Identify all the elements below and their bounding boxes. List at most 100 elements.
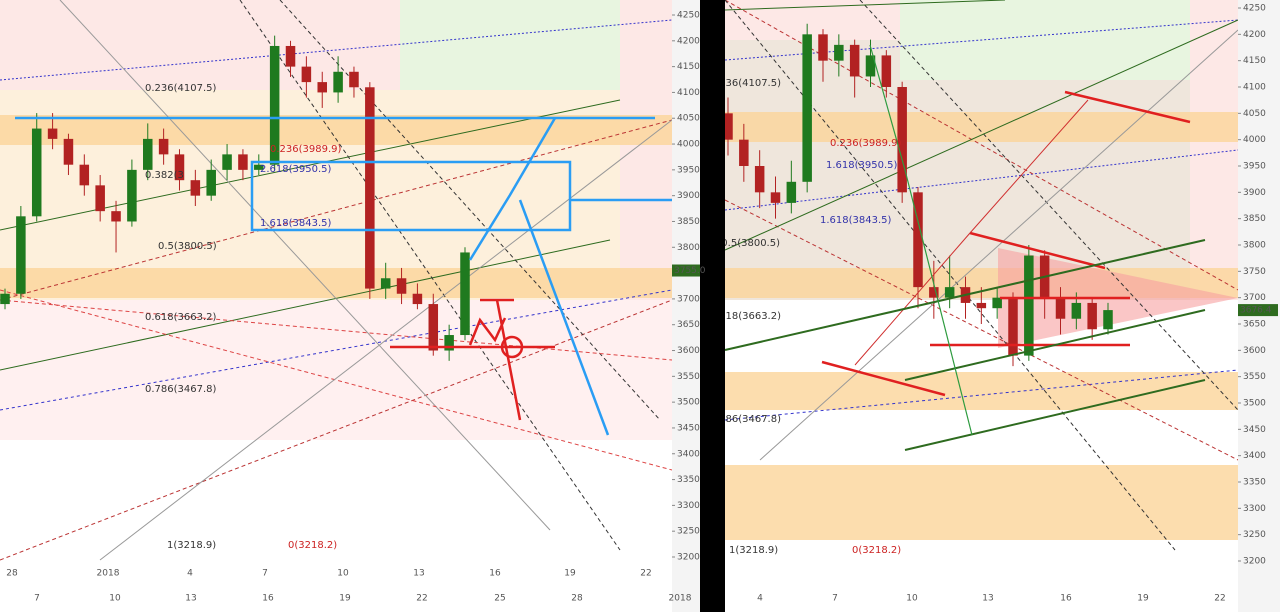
candle-body (47, 128, 58, 139)
y-tick-label: 3300 (1243, 504, 1266, 514)
date-label: 16 (1060, 594, 1072, 604)
y-tick-label: 4250 (1243, 4, 1266, 14)
trend-line (724, 199, 1239, 461)
level-label: 0.236(4107.5) (145, 83, 217, 94)
candle-body (725, 113, 733, 140)
date-label: 7 (34, 594, 40, 604)
y-tick-label: 4100 (677, 88, 700, 98)
level-label: 0.236(4107.5) (710, 78, 782, 89)
candle-body (881, 55, 892, 87)
y-tick-label: 3350 (677, 475, 700, 485)
axes: 3200 3250 3300 3350 3400 3450 3500 3550 3600 3650… (6, 4, 1278, 604)
candle-body (754, 166, 765, 193)
candle-body (79, 164, 90, 186)
candle-body (460, 252, 470, 336)
y-tick-label: 3600 (677, 346, 700, 356)
y-tick-label: 3500 (1243, 399, 1266, 409)
y-tick-label: 3800 (1243, 241, 1266, 251)
date-label: 7 (832, 594, 838, 604)
candle-body (802, 34, 812, 182)
level-label: 1.618(3950.5) (826, 160, 898, 171)
candle-body (269, 45, 280, 165)
trend-line (0, 119, 673, 301)
last-price-label: 3755.0 (674, 266, 706, 276)
level-group: 0.236(4107.5) 0.236(3989.9) 1.618(3950.5) 1… (710, 78, 902, 556)
candle-body (143, 138, 153, 170)
y-tick-label: 3600 (1243, 346, 1266, 356)
y-tick-label: 4200 (1243, 30, 1266, 40)
y-tick-label: 3450 (677, 423, 700, 433)
date-label: 28 (6, 569, 18, 579)
trend-line (99, 119, 673, 561)
level-label: 0.5(3800.5) (158, 241, 217, 252)
divider (700, 0, 725, 612)
last-price-tag (1238, 304, 1278, 317)
date-label: 16 (262, 594, 274, 604)
candle-body (158, 138, 169, 155)
candle-group (0, 35, 470, 361)
level-label: 0.5(3800.5) (721, 238, 780, 249)
candle-body (285, 45, 296, 67)
candle-body (349, 71, 359, 88)
date-label: 16 (489, 569, 501, 579)
y-tick-label: 3650 (677, 320, 700, 330)
trend-line (279, 0, 661, 421)
trend-line (724, 369, 1239, 421)
date-label: 4 (187, 569, 193, 579)
y-tick-label: 4100 (1243, 83, 1266, 93)
y-tick-label: 3650 (1243, 320, 1266, 330)
y-tick-label: 3950 (1243, 162, 1266, 172)
y-tick-label: 4000 (677, 140, 700, 150)
candle-body (849, 44, 860, 77)
candle-body (834, 44, 844, 61)
date-label: 2018 (97, 569, 120, 579)
date-label: 2018 (669, 594, 692, 604)
candle-body (95, 185, 105, 212)
y-tick-label: 3400 (677, 449, 700, 459)
level-label: 0.618(3663.2) (145, 312, 217, 323)
y-tick-label: 4150 (1243, 56, 1266, 66)
y-tick-label: 3850 (677, 217, 700, 227)
trend-line (0, 299, 673, 561)
level-label: 0(3218.2) (288, 540, 337, 551)
y-tick-label: 4150 (677, 62, 700, 72)
y-tick-label: 3450 (1243, 425, 1266, 435)
date-label: 10 (906, 594, 918, 604)
level-label: 0.382(3 (145, 170, 184, 181)
candle-body (770, 192, 781, 203)
candle-body (818, 34, 828, 61)
y-tick-label: 4050 (1243, 109, 1266, 119)
level-label: 1.618(3843.5) (260, 218, 332, 229)
y-tick-label: 3250 (1243, 530, 1266, 540)
y-tick-label: 3250 (677, 527, 700, 537)
date-label: 19 (339, 594, 351, 604)
candle-body (190, 180, 201, 196)
y-tick-label: 3300 (677, 501, 700, 511)
candle-body (0, 293, 10, 305)
level-label: 1(3218.9) (167, 540, 216, 551)
date-label: 22 (1214, 594, 1225, 604)
level-label: 0.618(3663.2) (710, 311, 782, 322)
y-tick-label: 3400 (1243, 451, 1266, 461)
trend-line (0, 239, 611, 371)
trend-line (0, 299, 673, 361)
y-tick-label: 3700 (1243, 293, 1266, 303)
trend-line (724, 0, 1006, 11)
left-price-axis (672, 0, 700, 612)
candle-body (1071, 302, 1082, 319)
candle-body (238, 154, 248, 170)
candle-body (254, 164, 264, 170)
candle-body (992, 297, 1002, 309)
candle-body (301, 66, 312, 83)
y-tick-label: 3800 (677, 243, 700, 253)
level-label: 1.618(3843.5) (820, 215, 892, 226)
date-label: 7 (262, 569, 268, 579)
y-tick-label: 3500 (677, 398, 700, 408)
candle-body (444, 335, 454, 351)
date-label: 10 (109, 594, 121, 604)
y-tick-label: 3900 (677, 191, 700, 201)
y-tick-label: 3550 (677, 372, 700, 382)
candle-body (1024, 255, 1034, 356)
y-tick-label: 3750 (1243, 267, 1266, 277)
level-label: 0.786(3467.8) (145, 384, 217, 395)
